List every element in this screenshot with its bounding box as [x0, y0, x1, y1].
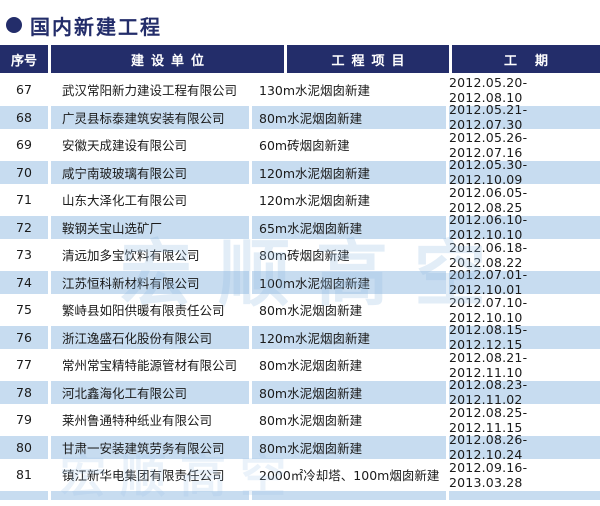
cell-project: 120m水泥烟囱新建	[252, 160, 446, 184]
cell-company: 浙江逸盛石化股份有限公司	[51, 325, 249, 349]
column-header-company: 建设单位	[51, 45, 284, 73]
cell-project: 120m水泥烟囱新建	[252, 325, 446, 349]
cell-company: 繁峙县如阳供暖有限责任公司	[62, 303, 225, 318]
table-row: 77 常州常宝精特能源管材有限公司 80m水泥烟囱新建 2012.08.21-2012…	[0, 349, 600, 380]
cell-company: 鞍钢关宝山选矿厂	[51, 215, 249, 239]
cell-no: 79	[16, 412, 32, 427]
table-header-row: 序号 建设单位 工程项目 工期	[0, 45, 600, 73]
table-body: 67 武汉常阳新力建设工程有限公司 130m水泥烟囱新建 2012.05.20-201…	[0, 74, 600, 490]
cell-no: 81	[16, 467, 32, 482]
cell-project: 2000㎡冷却塔、100m烟囱新建	[259, 468, 440, 483]
cell-no: 72	[0, 215, 48, 239]
cell-no: 68	[0, 105, 48, 129]
table-row: 79 莱州鲁通特种纸业有限公司 80m水泥烟囱新建 2012.08.25-2012.1…	[0, 404, 600, 435]
cell-period: 2012.08.15-2012.12.15	[449, 322, 600, 352]
cell-project: 80m水泥烟囱新建	[252, 105, 446, 129]
cell-project: 80m水泥烟囱新建	[259, 358, 363, 373]
page-title-bar: 国内新建工程	[0, 0, 600, 46]
cell-period: 2012.08.23-2012.11.02	[449, 377, 600, 407]
cell-no: 75	[16, 302, 32, 317]
cell-company: 广灵县标泰建筑安装有限公司	[51, 105, 249, 129]
cell-period: 2012.07.10-2012.10.10	[449, 294, 528, 325]
page-title: 国内新建工程	[30, 14, 162, 39]
next-row-cell-period	[449, 491, 600, 500]
cell-project: 60m砖烟囱新建	[259, 138, 350, 153]
table-row: 69 安徽天成建设有限公司 60m砖烟囱新建 2012.05.26-2012.07.1…	[0, 129, 600, 160]
cell-no: 71	[16, 192, 32, 207]
cell-company: 镇江新华电集团有限责任公司	[62, 468, 225, 483]
cell-project: 100m水泥烟囱新建	[252, 270, 446, 294]
table-row: 73 清远加多宝饮料有限公司 80m砖烟囱新建 2012.06.18-2012.08.…	[0, 239, 600, 270]
cell-period: 2012.06.18-2012.08.22	[449, 239, 528, 270]
cell-company: 安徽天成建设有限公司	[62, 138, 188, 153]
cell-project: 80m水泥烟囱新建	[252, 380, 446, 404]
cell-period: 2012.05.20-2012.08.10	[449, 74, 528, 105]
next-row-cell-company	[51, 491, 249, 500]
cell-company: 咸宁南玻玻璃有限公司	[51, 160, 249, 184]
next-row-partial	[0, 489, 600, 500]
next-row-cell-project	[252, 491, 446, 500]
cell-company: 河北鑫海化工有限公司	[51, 380, 249, 404]
next-row-cell-no	[0, 491, 48, 500]
cell-period: 2012.05.26-2012.07.16	[449, 129, 528, 160]
cell-period: 2012.06.10-2012.10.10	[449, 212, 600, 242]
cell-period: 2012.08.25-2012.11.15	[449, 404, 528, 435]
cell-no: 80	[0, 435, 48, 459]
table-row: 67 武汉常阳新力建设工程有限公司 130m水泥烟囱新建 2012.05.20-201…	[0, 74, 600, 105]
cell-period: 2012.09.16-2013.03.28	[449, 459, 528, 490]
cell-period: 2012.08.26-2012.10.24	[449, 432, 600, 462]
circle-bullet-icon	[6, 17, 22, 33]
table-row: 75 繁峙县如阳供暖有限责任公司 80m水泥烟囱新建 2012.07.10-2012.…	[0, 294, 600, 325]
cell-no: 69	[16, 137, 32, 152]
cell-no: 67	[16, 82, 32, 97]
column-header-period: 工期	[452, 45, 600, 73]
cell-company: 常州常宝精特能源管材有限公司	[62, 358, 238, 373]
cell-company: 甘肃一安装建筑劳务有限公司	[51, 435, 249, 459]
cell-period: 2012.07.01-2012.10.01	[449, 267, 600, 297]
cell-period: 2012.05.30-2012.10.09	[449, 157, 600, 187]
table-row: 76 浙江逸盛石化股份有限公司 120m水泥烟囱新建 2012.08.15-2012.…	[0, 322, 600, 352]
cell-no: 74	[0, 270, 48, 294]
cell-company: 江苏恒科新材料有限公司	[51, 270, 249, 294]
cell-company: 清远加多宝饮料有限公司	[62, 248, 200, 263]
cell-no: 78	[0, 380, 48, 404]
cell-project: 80m水泥烟囱新建	[259, 413, 363, 428]
table-row: 81 镇江新华电集团有限责任公司 2000㎡冷却塔、100m烟囱新建 2012.09.…	[0, 459, 600, 490]
table-row: 80 甘肃一安装建筑劳务有限公司 80m水泥烟囱新建 2012.08.26-2012.…	[0, 432, 600, 462]
cell-no: 77	[16, 357, 32, 372]
table-row: 70 咸宁南玻玻璃有限公司 120m水泥烟囱新建 2012.05.30-2012.10…	[0, 157, 600, 187]
column-header-no: 序号	[0, 45, 48, 73]
cell-no: 76	[0, 325, 48, 349]
cell-project: 80m水泥烟囱新建	[259, 303, 363, 318]
table-row: 74 江苏恒科新材料有限公司 100m水泥烟囱新建 2012.07.01-2012.1…	[0, 267, 600, 297]
cell-project: 120m水泥烟囱新建	[259, 193, 371, 208]
cell-project: 80m砖烟囱新建	[259, 248, 350, 263]
cell-period: 2012.05.21-2012.07.30	[449, 102, 600, 132]
cell-project: 130m水泥烟囱新建	[259, 83, 371, 98]
cell-project: 80m水泥烟囱新建	[252, 435, 446, 459]
cell-no: 70	[0, 160, 48, 184]
cell-period: 2012.08.21-2012.11.10	[449, 349, 528, 380]
table-row: 78 河北鑫海化工有限公司 80m水泥烟囱新建 2012.08.23-2012.11.…	[0, 377, 600, 407]
table-row: 72 鞍钢关宝山选矿厂 65m水泥烟囱新建 2012.06.10-2012.10.10	[0, 212, 600, 242]
cell-company: 山东大泽化工有限公司	[62, 193, 188, 208]
cell-company: 武汉常阳新力建设工程有限公司	[62, 83, 238, 98]
cell-company: 莱州鲁通特种纸业有限公司	[62, 413, 213, 428]
table-row: 71 山东大泽化工有限公司 120m水泥烟囱新建 2012.06.05-2012.08…	[0, 184, 600, 215]
cell-project: 65m水泥烟囱新建	[252, 215, 446, 239]
cell-period: 2012.06.05-2012.08.25	[449, 184, 528, 215]
table-row: 68 广灵县标泰建筑安装有限公司 80m水泥烟囱新建 2012.05.21-2012.…	[0, 102, 600, 132]
cell-no: 73	[16, 247, 32, 262]
column-header-project: 工程项目	[287, 45, 449, 73]
